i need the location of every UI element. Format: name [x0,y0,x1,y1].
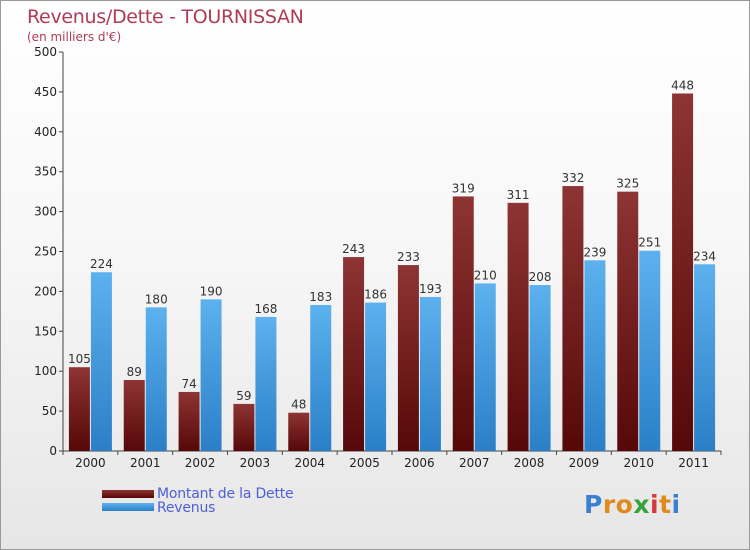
y-tick-label: 300 [34,205,57,219]
bar-revenus [639,250,661,451]
data-label-dette: 332 [561,171,584,185]
bar-revenus [310,304,332,451]
data-label-revenus: 251 [638,236,661,250]
data-label-revenus: 190 [200,284,223,298]
bar-revenus [694,264,716,451]
bar-dette [507,202,529,451]
logo-letter: o [615,490,634,519]
legend-label-revenus: Revenus [157,500,216,516]
x-tick-label: 2009 [569,456,600,470]
legend-label-dette: Montant de la Dette [157,486,294,502]
x-tick-label: 2005 [349,456,380,470]
y-tick-label: 450 [34,85,57,99]
bar-dette [68,367,90,451]
chart-subtitle: (en milliers d'€) [27,30,122,44]
logo-letter: t [659,490,672,519]
data-label-dette: 59 [236,389,251,403]
data-label-revenus: 234 [693,249,716,263]
y-tick-label: 250 [34,245,57,259]
data-label-revenus: 224 [90,257,113,271]
bar-dette [178,391,200,451]
data-label-dette: 311 [507,188,530,202]
y-tick-label: 50 [42,404,57,418]
logo-letter: i [650,490,660,519]
data-label-revenus: 186 [364,288,387,302]
x-tick-label: 2010 [623,456,654,470]
x-tick-label: 2003 [240,456,271,470]
x-tick-label: 2002 [185,456,216,470]
data-label-revenus: 168 [254,302,277,316]
y-tick-label: 200 [34,284,57,298]
logo-letter: P [584,490,603,519]
logo-letter: i [671,490,681,519]
y-tick-label: 0 [49,444,57,458]
x-tick-label: 2006 [404,456,435,470]
y-tick-label: 500 [34,45,57,59]
x-tick-label: 2001 [130,456,161,470]
bar-revenus [145,307,167,451]
x-tick-label: 2000 [75,456,106,470]
bar-dette [233,403,255,451]
data-label-dette: 243 [342,242,365,256]
x-tick-label: 2011 [678,456,709,470]
bar-dette [288,412,310,451]
data-label-revenus: 193 [419,282,442,296]
bar-revenus [255,316,277,451]
data-label-revenus: 208 [529,270,552,284]
logo-letter: r [602,490,616,519]
data-label-revenus: 183 [309,290,332,304]
bar-revenus [200,299,222,451]
bar-dette [562,186,584,451]
bar-revenus [419,296,441,451]
bar-dette [343,257,365,451]
data-label-dette: 319 [452,181,475,195]
y-tick-label: 350 [34,165,57,179]
data-label-revenus: 180 [145,292,168,306]
chart-title: Revenus/Dette - TOURNISSAN [27,6,304,28]
y-tick-label: 150 [34,324,57,338]
bar-dette [397,265,419,451]
x-tick-label: 2004 [294,456,325,470]
data-label-dette: 448 [671,78,694,92]
proxiti-logo: Proxiti [584,490,681,519]
x-tick-label: 2007 [459,456,490,470]
data-label-dette: 48 [291,398,306,412]
data-label-dette: 325 [616,177,639,191]
bar-revenus [584,260,606,451]
bar-revenus [529,285,551,451]
legend-swatch-revenus [102,503,154,511]
bar-dette [617,191,639,451]
y-tick-label: 100 [34,364,57,378]
data-label-dette: 89 [127,365,142,379]
data-label-revenus: 210 [474,268,497,282]
bar-dette [452,196,474,451]
x-tick-label: 2008 [514,456,545,470]
bar-dette [672,93,694,451]
data-label-dette: 233 [397,250,420,264]
data-label-dette: 105 [68,352,91,366]
logo-letter: x [633,490,650,519]
bar-revenus [474,283,496,451]
y-tick-label: 400 [34,125,57,139]
legend-swatch-dette [102,490,154,498]
bar-revenus [365,302,387,451]
bar-revenus [90,272,112,451]
bar-dette [123,379,145,451]
data-label-dette: 74 [181,377,196,391]
data-label-revenus: 239 [583,245,606,259]
